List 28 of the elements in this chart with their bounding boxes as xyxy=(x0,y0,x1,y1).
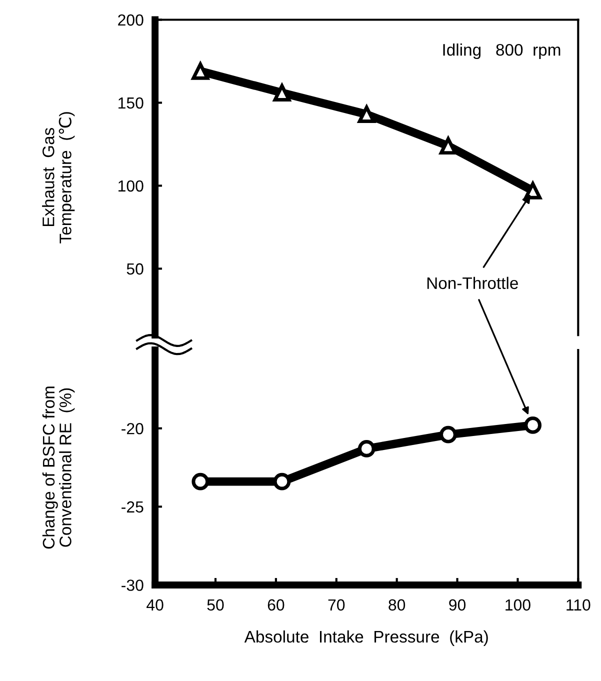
point xyxy=(192,472,210,490)
y-tick-label: -20 xyxy=(122,422,144,434)
point xyxy=(273,472,291,490)
point xyxy=(440,426,457,444)
y-axis-title: Exhaust Gas Temperature (℃) xyxy=(42,112,75,244)
x-tick-label: 40 xyxy=(146,599,164,611)
x-tick-label: 90 xyxy=(449,599,466,611)
y-axis-title: Change of BSFC from Conventional RE (%) xyxy=(42,386,75,549)
x-tick-label: 60 xyxy=(268,599,284,611)
annotation: Non-Throttle xyxy=(427,276,518,290)
x-tick-label: 110 xyxy=(566,599,590,611)
x-tick-label: 70 xyxy=(328,599,345,611)
point xyxy=(358,440,376,458)
point xyxy=(358,106,376,124)
y-tick-label: -25 xyxy=(122,501,144,513)
x-tick-label: 100 xyxy=(506,599,530,611)
point xyxy=(440,137,457,155)
x-axis-title: Absolute Intake Pressure (kPa) xyxy=(244,630,488,646)
x-tick-label: 80 xyxy=(388,599,406,611)
x-tick-label: 50 xyxy=(207,599,224,611)
y-tick-label: 100 xyxy=(118,180,144,192)
y-tick-label: 200 xyxy=(118,14,144,26)
annotation: Idling 800 rpm xyxy=(443,44,560,60)
y-tick-label: 150 xyxy=(118,97,144,109)
point xyxy=(524,182,542,200)
y-tick-label: 50 xyxy=(126,263,144,275)
y-tick-label: -30 xyxy=(122,580,144,591)
point xyxy=(524,416,542,434)
